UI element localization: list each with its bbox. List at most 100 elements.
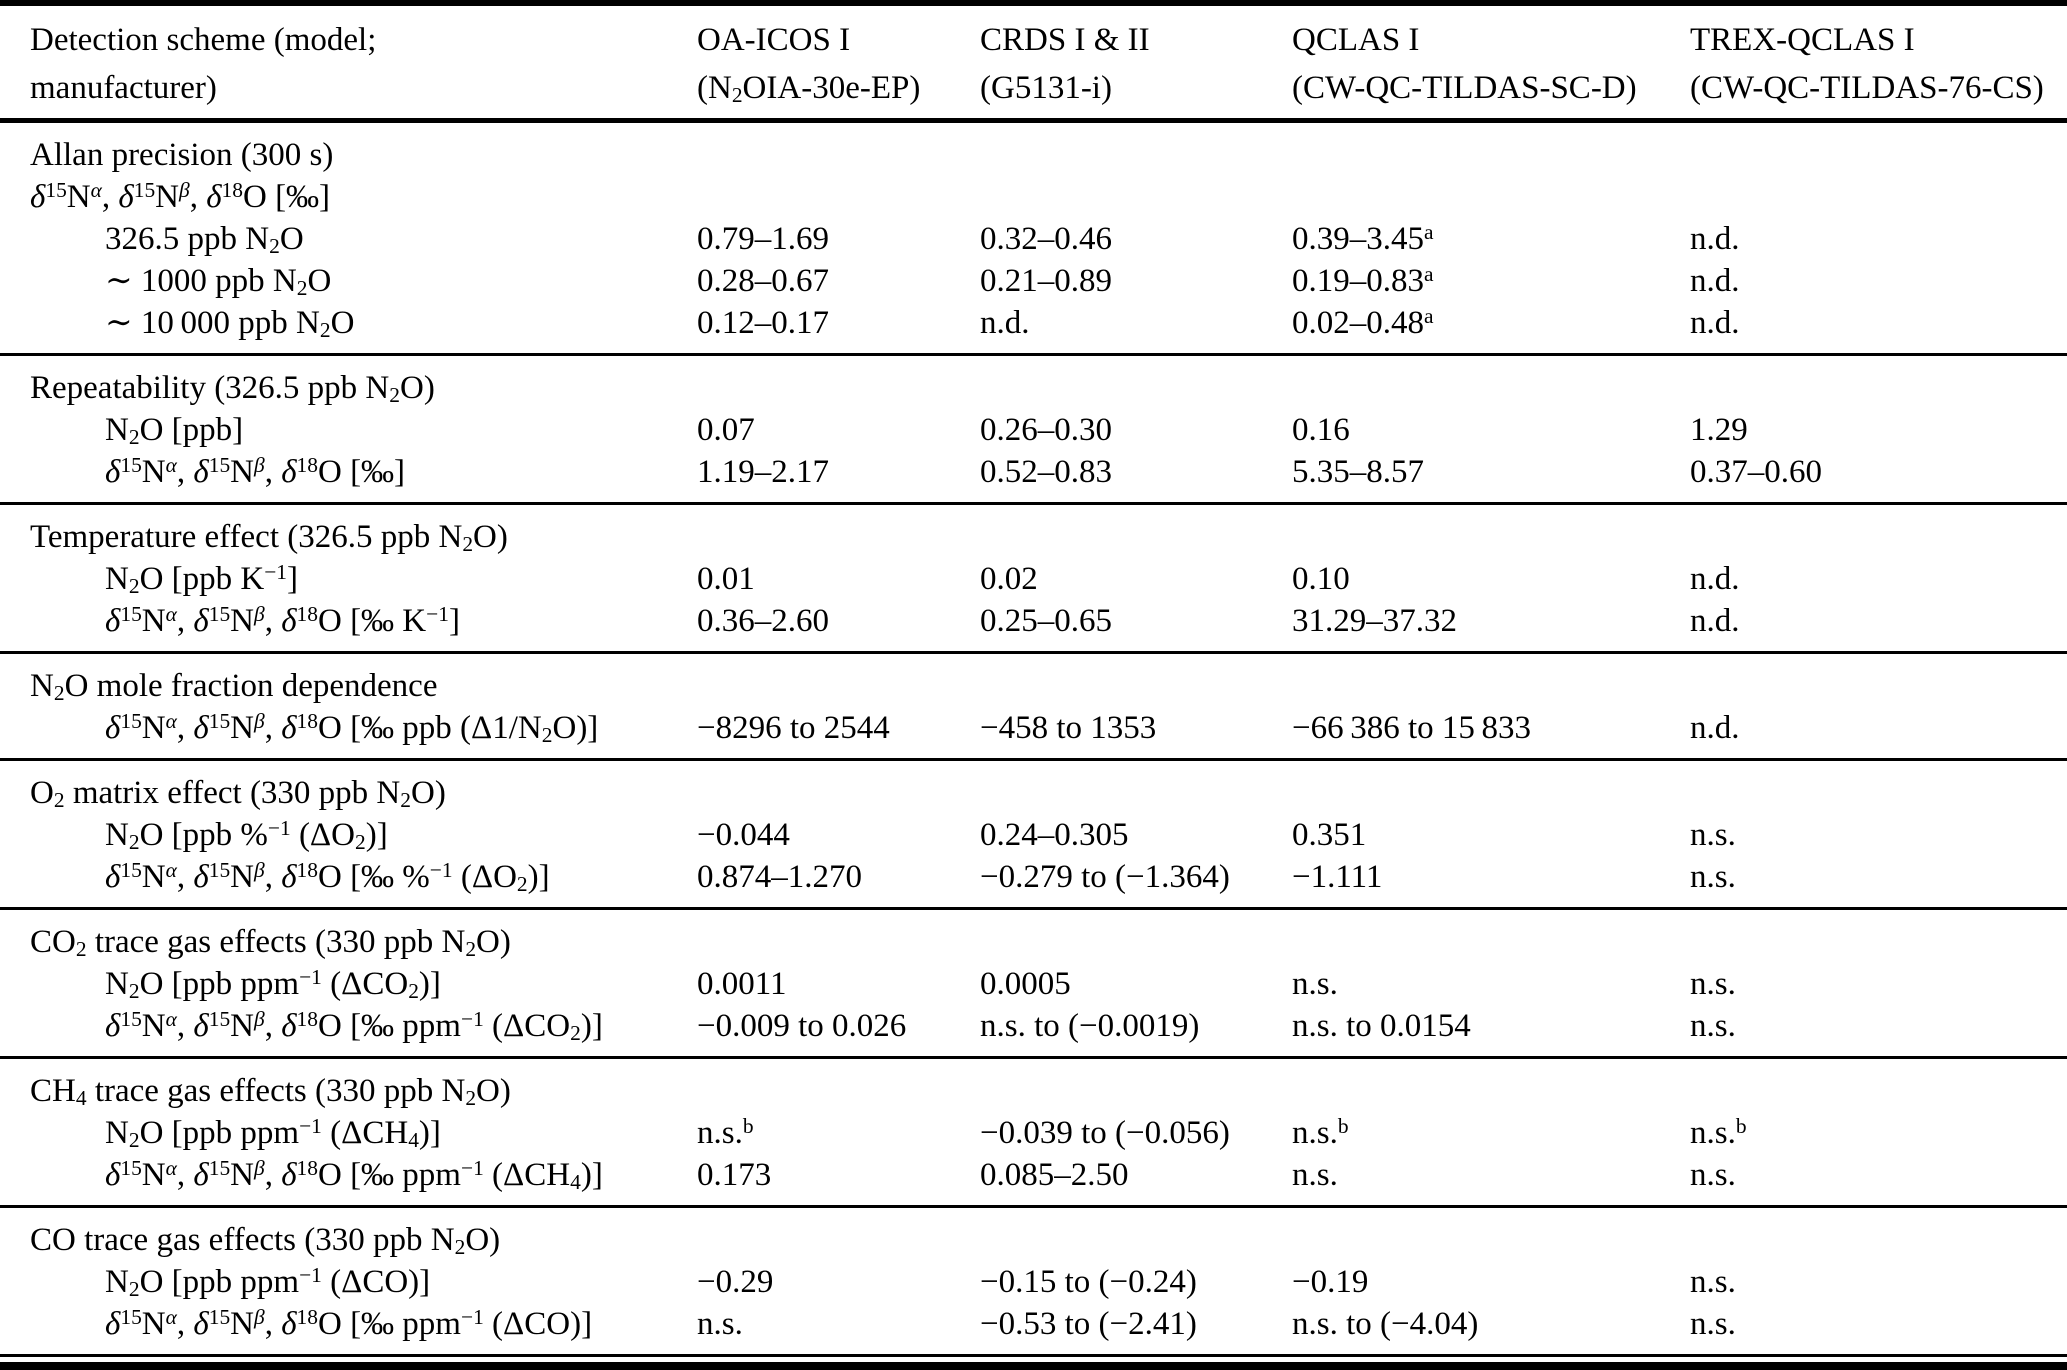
value-cell: −1.111 [1292, 859, 1383, 895]
value-cell: n.s. [1690, 1306, 1736, 1342]
col-header-detection-scheme: Detection scheme (model; manufacturer) [0, 16, 697, 112]
table-row: ∼ 1000 ppb N2O 0.28–0.67 0.21–0.89 0.19–… [0, 260, 2067, 302]
value-cell: 0.0011 [697, 966, 787, 1002]
value-cell: n.s. [1690, 1264, 1736, 1300]
row-label: δ15Nα, δ15Nβ, δ18O [‰ K−1] [105, 602, 460, 639]
value-cell: −66 386 to 15 833 [1292, 710, 1531, 746]
value-cell: 0.02 [980, 561, 1038, 597]
col-header-line1: QCLAS I [1292, 22, 1420, 58]
table-row: N2O [ppb ppm−1 (ΔCO)] −0.29 −0.15 to (−0… [0, 1261, 2067, 1303]
value-cell: 0.351 [1292, 817, 1367, 853]
value-cell: n.s. [1690, 817, 1736, 853]
value-cell: 0.26–0.30 [980, 412, 1112, 448]
value-cell: n.s.b [1292, 1114, 1349, 1151]
table-row: N2O [ppb %−1 (ΔO2)] −0.044 0.24–0.305 0.… [0, 814, 2067, 856]
row-label: δ15Nα, δ15Nβ, δ18O [‰ ppm−1 (ΔCH4)] [105, 1156, 603, 1194]
col-header-line2: (G5131-i) [980, 70, 1112, 106]
col-header-qclas-i: QCLAS I (CW-QC-TILDAS-SC-D) [1292, 16, 1690, 112]
section-title: CO2 trace gas effects (330 ppb N2O) [30, 924, 511, 961]
value-cell: n.s. [1690, 1008, 1736, 1044]
table-row: δ15Nα, δ15Nβ, δ18O [‰] 1.19–2.17 0.52–0.… [0, 451, 2067, 493]
row-label: δ15Nα, δ15Nβ, δ18O [‰ ppm−1 (ΔCO2)] [105, 1007, 603, 1045]
col-header-line1: OA-ICOS I [697, 22, 851, 58]
value-cell: n.d. [1690, 710, 1740, 746]
table-row: δ15Nα, δ15Nβ, δ18O [‰ ppb (Δ1/N2O)] −829… [0, 707, 2067, 749]
value-cell: n.d. [980, 305, 1030, 341]
row-label: N2O [ppb ppm−1 (ΔCO)] [105, 1263, 431, 1301]
table-row: N2O [ppb] 0.07 0.26–0.30 0.16 1.29 [0, 409, 2067, 451]
value-cell: n.d. [1690, 263, 1740, 299]
value-cell: n.s.b [1690, 1114, 1747, 1151]
value-cell: n.d. [1690, 221, 1740, 257]
value-cell: n.d. [1690, 561, 1740, 597]
value-cell: n.s. [1292, 1157, 1338, 1193]
value-cell: n.s.b [697, 1114, 754, 1151]
value-cell: 0.79–1.69 [697, 221, 829, 257]
value-cell: −0.53 to (−2.41) [980, 1306, 1197, 1342]
section-allan-precision: Allan precision (300 s) δ15Nα, δ15Nβ, δ1… [0, 123, 2067, 356]
section-title: O2 matrix effect (330 ppb N2O) [30, 775, 446, 812]
section-title: CH4 trace gas effects (330 ppb N2O) [30, 1073, 511, 1110]
value-cell: 0.085–2.50 [980, 1157, 1129, 1193]
value-cell: −8296 to 2544 [697, 710, 890, 746]
value-cell: n.s. [1690, 966, 1736, 1002]
value-cell: 0.21–0.89 [980, 263, 1112, 299]
value-cell: 0.02–0.48a [1292, 304, 1434, 341]
value-cell: 0.874–1.270 [697, 859, 862, 895]
section-title: CO trace gas effects (330 ppb N2O) [30, 1222, 501, 1259]
value-cell: 0.36–2.60 [697, 603, 829, 639]
table-row: δ15Nα, δ15Nβ, δ18O [‰ ppm−1 (ΔCO)] n.s. … [0, 1303, 2067, 1345]
value-cell: 1.29 [1690, 412, 1748, 448]
section-ch4-trace-gas-effects: CH4 trace gas effects (330 ppb N2O) N2O … [0, 1059, 2067, 1208]
table-row: N2O [ppb ppm−1 (ΔCH4)] n.s.b −0.039 to (… [0, 1112, 2067, 1154]
col-header-line1: TREX-QCLAS I [1690, 22, 1915, 58]
value-cell: 0.16 [1292, 412, 1350, 448]
row-label: δ15Nα, δ15Nβ, δ18O [‰ %−1 (ΔO2)] [105, 858, 550, 896]
col-header-line2: (CW-QC-TILDAS-SC-D) [1292, 70, 1637, 106]
value-cell: 0.25–0.65 [980, 603, 1112, 639]
table-row: N2O [ppb K−1] 0.01 0.02 0.10 n.d. [0, 558, 2067, 600]
value-cell: 0.01 [697, 561, 755, 597]
table-bottom-rule [0, 1362, 2067, 1370]
value-cell: 0.24–0.305 [980, 817, 1129, 853]
value-cell: 31.29–37.32 [1292, 603, 1457, 639]
row-label: δ15Nα, δ15Nβ, δ18O [‰] [105, 453, 406, 490]
value-cell: 0.37–0.60 [1690, 454, 1822, 490]
value-cell: n.s. [697, 1306, 743, 1342]
col-header-crds-i-ii: CRDS I & II (G5131-i) [980, 16, 1292, 112]
value-cell: 0.19–0.83a [1292, 262, 1434, 299]
value-cell: −0.009 to 0.026 [697, 1008, 907, 1044]
value-cell: −0.19 [1292, 1264, 1369, 1300]
value-cell: −0.15 to (−0.24) [980, 1264, 1197, 1300]
value-cell: n.s. to 0.0154 [1292, 1008, 1471, 1044]
value-cell: 0.39–3.45a [1292, 220, 1434, 257]
section-title: N2O mole fraction dependence [30, 668, 438, 705]
value-cell: 0.0005 [980, 966, 1071, 1002]
table-row: ∼ 10 000 ppb N2O 0.12–0.17 n.d. 0.02–0.4… [0, 302, 2067, 344]
row-label: N2O [ppb] [105, 412, 244, 449]
section-co-trace-gas-effects: CO trace gas effects (330 ppb N2O) N2O [… [0, 1208, 2067, 1357]
value-cell: −458 to 1353 [980, 710, 1157, 746]
section-n2o-mole-fraction-dependence: N2O mole fraction dependence δ15Nα, δ15N… [0, 654, 2067, 761]
value-cell: 0.10 [1292, 561, 1350, 597]
value-cell: −0.29 [697, 1264, 774, 1300]
row-label: δ15Nα, δ15Nβ, δ18O [‰ ppm−1 (ΔCO)] [105, 1305, 593, 1342]
section-co2-trace-gas-effects: CO2 trace gas effects (330 ppb N2O) N2O … [0, 910, 2067, 1059]
col-header-oa-icos-i: OA-ICOS I (N2OIA-30e-EP) [697, 16, 980, 112]
col-header-line2: (N2OIA-30e-EP) [697, 70, 921, 107]
row-label: N2O [ppb ppm−1 (ΔCO2)] [105, 965, 441, 1003]
table-header-row: Detection scheme (model; manufacturer) O… [0, 16, 2067, 112]
table-row: δ15Nα, δ15Nβ, δ18O [‰ ppm−1 (ΔCO2)] −0.0… [0, 1005, 2067, 1047]
table-header: Detection scheme (model; manufacturer) O… [0, 6, 2067, 123]
section-title: Allan precision (300 s) [30, 137, 334, 173]
value-cell: n.s. to (−0.0019) [980, 1008, 1200, 1044]
section-title: Repeatability (326.5 ppb N2O) [30, 370, 435, 407]
row-label: N2O [ppb K−1] [105, 560, 299, 598]
value-cell: n.d. [1690, 305, 1740, 341]
row-label: N2O [ppb ppm−1 (ΔCH4)] [105, 1114, 441, 1152]
value-cell: n.d. [1690, 603, 1740, 639]
row-label: δ15Nα, δ15Nβ, δ18O [‰ ppb (Δ1/N2O)] [105, 709, 599, 747]
col-header-line1: Detection scheme (model; [30, 22, 377, 58]
row-label: ∼ 10 000 ppb N2O [105, 305, 355, 342]
